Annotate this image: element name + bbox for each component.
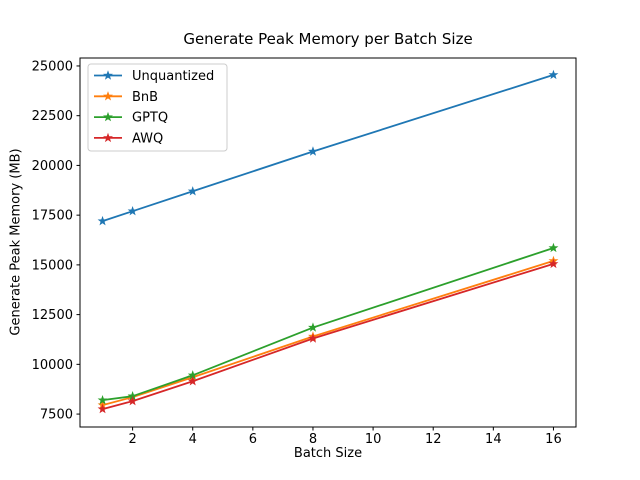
x-tick-label: 14	[485, 432, 502, 447]
legend-marker-gptq	[103, 111, 113, 122]
legend-label-unquantized: Unquantized	[132, 69, 214, 84]
y-tick-label: 15000	[32, 258, 73, 273]
legend-label-bnb: BnB	[132, 90, 158, 105]
x-axis-label: Batch Size	[293, 446, 363, 461]
series-marker-gptq	[308, 322, 318, 332]
series-marker-unquantized	[97, 215, 108, 226]
legend-marker-awq	[103, 132, 113, 143]
series-marker-awq	[308, 333, 318, 343]
series-marker-gptq	[97, 394, 108, 405]
y-tick-label: 10000	[32, 358, 73, 373]
series-marker-unquantized	[187, 186, 198, 196]
x-tick-label: 2	[128, 432, 136, 447]
series-marker-unquantized	[308, 146, 318, 156]
series-marker-awq	[548, 258, 559, 269]
x-tick-label: 8	[309, 432, 317, 447]
legend-marker-bnb	[103, 91, 113, 101]
x-tick-label: 6	[249, 432, 257, 447]
y-tick-label: 22500	[32, 109, 73, 124]
series-marker-gptq	[548, 242, 559, 253]
legend-marker-unquantized	[103, 70, 113, 80]
x-tick-label: 10	[365, 432, 382, 447]
legend-label-awq: AWQ	[132, 131, 163, 146]
series-marker-awq	[187, 376, 198, 386]
series-marker-unquantized	[127, 205, 138, 216]
legend-label-gptq: GPTQ	[132, 111, 168, 126]
y-tick-label: 12500	[32, 308, 73, 323]
chart-title: Generate Peak Memory per Batch Size	[183, 30, 473, 48]
y-axis-label: Generate Peak Memory (MB)	[8, 148, 24, 336]
series-marker-unquantized	[548, 69, 559, 80]
y-tick-label: 25000	[32, 59, 73, 74]
series-marker-gptq	[187, 370, 198, 380]
series-marker-awq	[127, 395, 138, 406]
y-tick-label: 17500	[32, 209, 73, 224]
y-tick-label: 7500	[40, 408, 73, 423]
x-tick-label: 16	[545, 432, 562, 447]
y-tick-label: 20000	[32, 159, 73, 174]
series-marker-gptq	[127, 390, 138, 401]
series-marker-awq	[97, 403, 108, 414]
legend-box	[87, 63, 228, 152]
x-tick-label: 4	[189, 432, 197, 447]
x-tick-label: 12	[425, 432, 442, 447]
